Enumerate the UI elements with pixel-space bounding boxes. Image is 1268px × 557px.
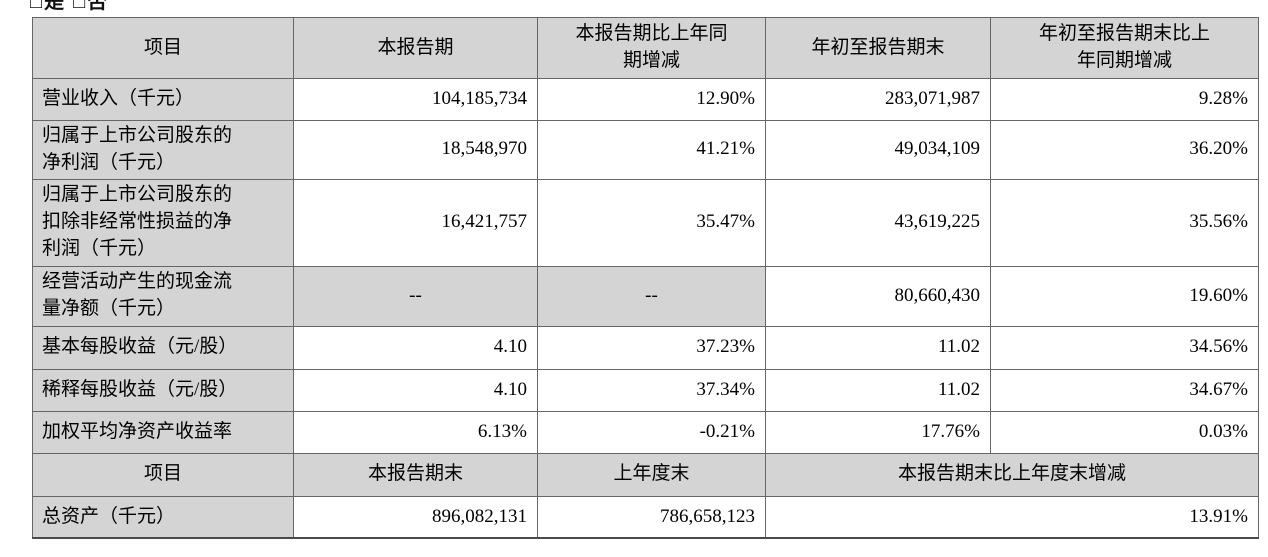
row-label-revenue: 营业收入（千元）	[32, 78, 294, 121]
table-cell: -0.21%	[537, 410, 766, 454]
table-row-net-profit: 归属于上市公司股东的 净利润（千元） 18,548,970 41.21% 49,…	[32, 120, 1259, 180]
row-label-operating-cash-flow: 经营活动产生的现金流 量净额（千元）	[32, 265, 294, 327]
table-cell: 41.21%	[537, 120, 766, 180]
header-ytd: 年初至报告期末	[765, 17, 991, 79]
header-item: 项目	[32, 17, 294, 79]
table-cell: 36.20%	[990, 120, 1259, 180]
table-row-diluted-eps: 稀释每股收益（元/股） 4.10 37.34% 11.02 34.67%	[32, 368, 1259, 412]
header2-item: 项目	[32, 452, 294, 497]
header-yoy-change: 本报告期比上年同 期增减	[537, 17, 766, 79]
table-cell: 43,619,225	[765, 178, 991, 267]
row-label-net-profit-excl-nonrecurring: 归属于上市公司股东的 扣除非经常性损益的净 利润（千元）	[32, 178, 294, 267]
table-cell: 12.90%	[537, 78, 766, 121]
table-row-net-profit-excl-nonrecurring: 归属于上市公司股东的 扣除非经常性损益的净 利润（千元） 16,421,757 …	[32, 178, 1259, 267]
table-cell: 34.56%	[990, 325, 1259, 370]
table-cell: 11.02	[765, 368, 991, 412]
table-row-revenue: 营业收入（千元） 104,185,734 12.90% 283,071,987 …	[32, 78, 1259, 121]
row-label-net-profit: 归属于上市公司股东的 净利润（千元）	[32, 120, 294, 180]
row-label-basic-eps: 基本每股收益（元/股）	[32, 325, 294, 370]
table-cell: 35.47%	[537, 178, 766, 267]
table-cell: 786,658,123	[537, 495, 766, 540]
table-header-row-2: 项目 本报告期末 上年度末 本报告期末比上年度末增减	[32, 452, 1259, 497]
header2-end-of-period: 本报告期末	[293, 452, 538, 497]
table-cell: 283,071,987	[765, 78, 991, 121]
key-financials-table: 项目 本报告期 本报告期比上年同 期增减 年初至报告期末 年初至报告期末比上 年…	[32, 17, 1259, 540]
table-cell: 35.56%	[990, 178, 1259, 267]
table-cell: 80,660,430	[765, 265, 991, 327]
table-row-operating-cash-flow: 经营活动产生的现金流 量净额（千元） -- -- 80,660,430 19.6…	[32, 265, 1259, 327]
header-ytd-yoy-change: 年初至报告期末比上 年同期增减	[990, 17, 1259, 79]
table-cell: 49,034,109	[765, 120, 991, 180]
table-cell: 37.23%	[537, 325, 766, 370]
table-cell: 0.03%	[990, 410, 1259, 454]
table-cell: 104,185,734	[293, 78, 538, 121]
table-cell: 16,421,757	[293, 178, 538, 267]
header2-change-vs-prior-year-end: 本报告期末比上年度末增减	[765, 452, 1259, 497]
table-row-total-assets: 总资产（千元） 896,082,131 786,658,123 13.91%	[32, 495, 1259, 540]
row-label-total-assets: 总资产（千元）	[32, 495, 294, 540]
table-cell: 13.91%	[765, 495, 1259, 540]
table-cell: 4.10	[293, 368, 538, 412]
table-cell: 896,082,131	[293, 495, 538, 540]
table-cell: 18,548,970	[293, 120, 538, 180]
table-cell: 37.34%	[537, 368, 766, 412]
table-cell: 11.02	[765, 325, 991, 370]
table-cell: 19.60%	[990, 265, 1259, 327]
table-cell: 34.67%	[990, 368, 1259, 412]
row-label-weighted-roe: 加权平均净资产收益率	[32, 410, 294, 454]
table-cell: --	[293, 265, 538, 327]
table-cell: --	[537, 265, 766, 327]
clipped-checkbox-text: □是 □否	[30, 0, 110, 13]
table-cell: 17.76%	[765, 410, 991, 454]
row-label-diluted-eps: 稀释每股收益（元/股）	[32, 368, 294, 412]
table-cell: 4.10	[293, 325, 538, 370]
table-cell: 6.13%	[293, 410, 538, 454]
table-row-weighted-roe: 加权平均净资产收益率 6.13% -0.21% 17.76% 0.03%	[32, 410, 1259, 454]
header-current-period: 本报告期	[293, 17, 538, 79]
header2-end-of-prior-year: 上年度末	[537, 452, 766, 497]
table-header-row-1: 项目 本报告期 本报告期比上年同 期增减 年初至报告期末 年初至报告期末比上 年…	[32, 17, 1259, 79]
table-row-basic-eps: 基本每股收益（元/股） 4.10 37.23% 11.02 34.56%	[32, 325, 1259, 370]
table-cell: 9.28%	[990, 78, 1259, 121]
